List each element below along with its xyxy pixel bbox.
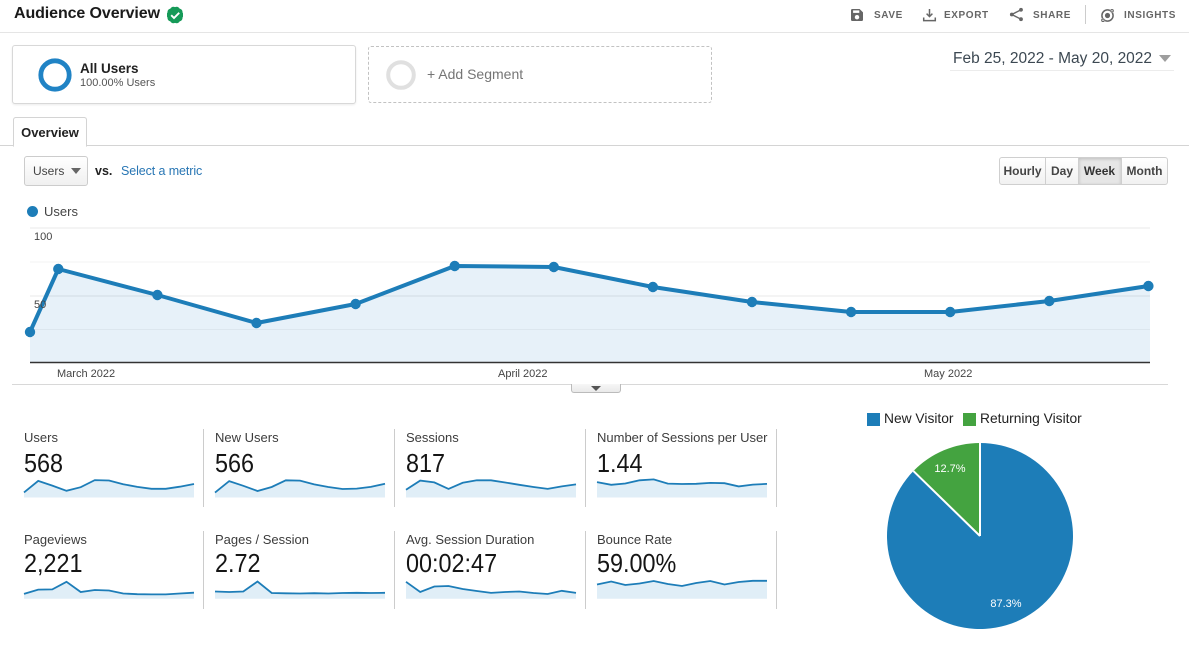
- svg-text:87.3%: 87.3%: [990, 598, 1021, 610]
- svg-text:12.7%: 12.7%: [934, 463, 965, 475]
